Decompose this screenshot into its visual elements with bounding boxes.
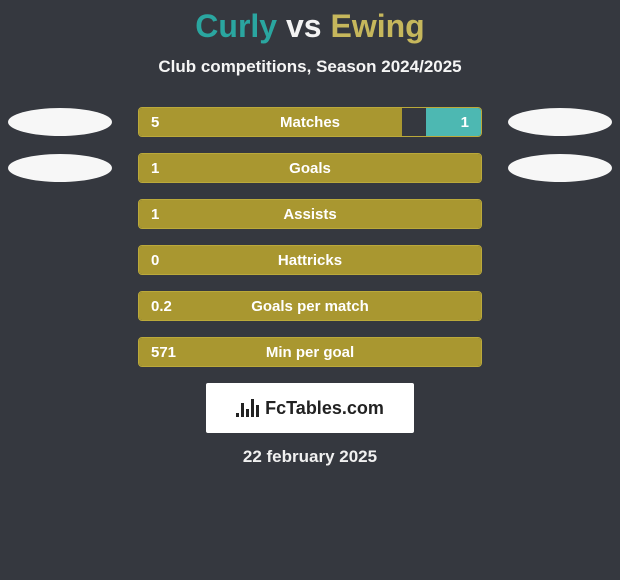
player1-logo-placeholder: [8, 154, 112, 182]
brand-bar-segment: [241, 403, 244, 417]
stat-bar-left-fill: [139, 292, 481, 320]
stat-right-value: 1: [449, 108, 481, 136]
brand-badge: FcTables.com: [206, 383, 414, 433]
brand-bars-icon: [236, 399, 259, 417]
stat-bar: 51Matches: [138, 107, 482, 137]
player2-logo-placeholder: [508, 108, 612, 136]
stat-bar: 571Min per goal: [138, 337, 482, 367]
brand-text: FcTables.com: [265, 398, 384, 419]
brand-bar-segment: [246, 409, 249, 417]
stat-bar: 1Assists: [138, 199, 482, 229]
stat-bar: 0Hattricks: [138, 245, 482, 275]
stat-left-value: 0: [139, 246, 171, 274]
stat-row: 571Min per goal: [0, 337, 620, 367]
title-player1: Curly: [195, 8, 277, 44]
player1-logo-placeholder: [8, 108, 112, 136]
brand-bar-segment: [251, 399, 254, 417]
stat-bar-left-fill: [139, 108, 402, 136]
comparison-card: Curly vs Ewing Club competitions, Season…: [0, 0, 620, 580]
stat-bar-left-fill: [139, 154, 481, 182]
stat-bar: 1Goals: [138, 153, 482, 183]
stat-left-value: 0.2: [139, 292, 184, 320]
subtitle: Club competitions, Season 2024/2025: [0, 57, 620, 77]
stat-bar-left-fill: [139, 338, 481, 366]
title-player2: Ewing: [330, 8, 424, 44]
stat-row: 1Goals: [0, 153, 620, 183]
stat-row: 0Hattricks: [0, 245, 620, 275]
stat-left-value: 5: [139, 108, 171, 136]
stat-left-value: 571: [139, 338, 188, 366]
brand-bar-segment: [236, 413, 239, 417]
stat-left-value: 1: [139, 200, 171, 228]
footer-date: 22 february 2025: [0, 447, 620, 467]
stat-bar-left-fill: [139, 246, 481, 274]
stat-row: 0.2Goals per match: [0, 291, 620, 321]
stat-left-value: 1: [139, 154, 171, 182]
brand-bar-segment: [256, 405, 259, 417]
stat-bar-left-fill: [139, 200, 481, 228]
title-vs: vs: [286, 8, 322, 44]
title: Curly vs Ewing: [0, 0, 620, 45]
stat-row: 51Matches: [0, 107, 620, 137]
stats-rows: 51Matches1Goals1Assists0Hattricks0.2Goal…: [0, 107, 620, 367]
stat-bar: 0.2Goals per match: [138, 291, 482, 321]
player2-logo-placeholder: [508, 154, 612, 182]
stat-row: 1Assists: [0, 199, 620, 229]
